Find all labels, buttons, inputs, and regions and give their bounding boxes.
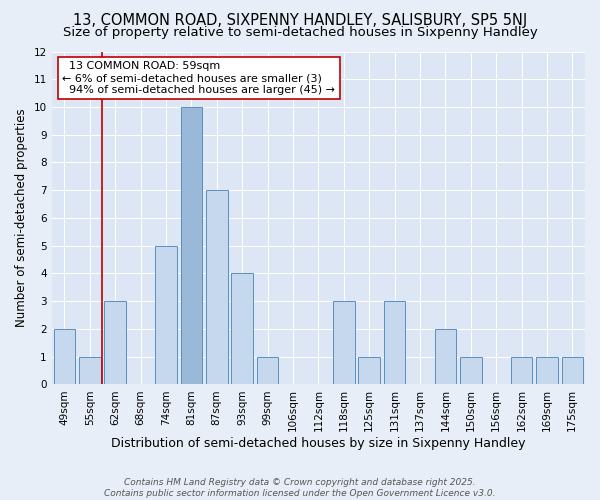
Bar	[358, 356, 380, 384]
Bar	[434, 329, 456, 384]
Bar	[232, 274, 253, 384]
Bar	[206, 190, 227, 384]
Y-axis label: Number of semi-detached properties: Number of semi-detached properties	[15, 108, 28, 328]
X-axis label: Distribution of semi-detached houses by size in Sixpenny Handley: Distribution of semi-detached houses by …	[111, 437, 526, 450]
Bar	[79, 356, 101, 384]
Text: 13 COMMON ROAD: 59sqm
← 6% of semi-detached houses are smaller (3)
  94% of semi: 13 COMMON ROAD: 59sqm ← 6% of semi-detac…	[62, 62, 335, 94]
Text: Contains HM Land Registry data © Crown copyright and database right 2025.
Contai: Contains HM Land Registry data © Crown c…	[104, 478, 496, 498]
Bar	[536, 356, 557, 384]
Bar	[104, 301, 126, 384]
Bar	[155, 246, 177, 384]
Bar	[562, 356, 583, 384]
Bar	[511, 356, 532, 384]
Bar	[53, 329, 75, 384]
Text: Size of property relative to semi-detached houses in Sixpenny Handley: Size of property relative to semi-detach…	[62, 26, 538, 39]
Bar	[460, 356, 482, 384]
Bar	[333, 301, 355, 384]
Bar	[257, 356, 278, 384]
Text: 13, COMMON ROAD, SIXPENNY HANDLEY, SALISBURY, SP5 5NJ: 13, COMMON ROAD, SIXPENNY HANDLEY, SALIS…	[73, 12, 527, 28]
Bar	[181, 107, 202, 384]
Bar	[384, 301, 406, 384]
